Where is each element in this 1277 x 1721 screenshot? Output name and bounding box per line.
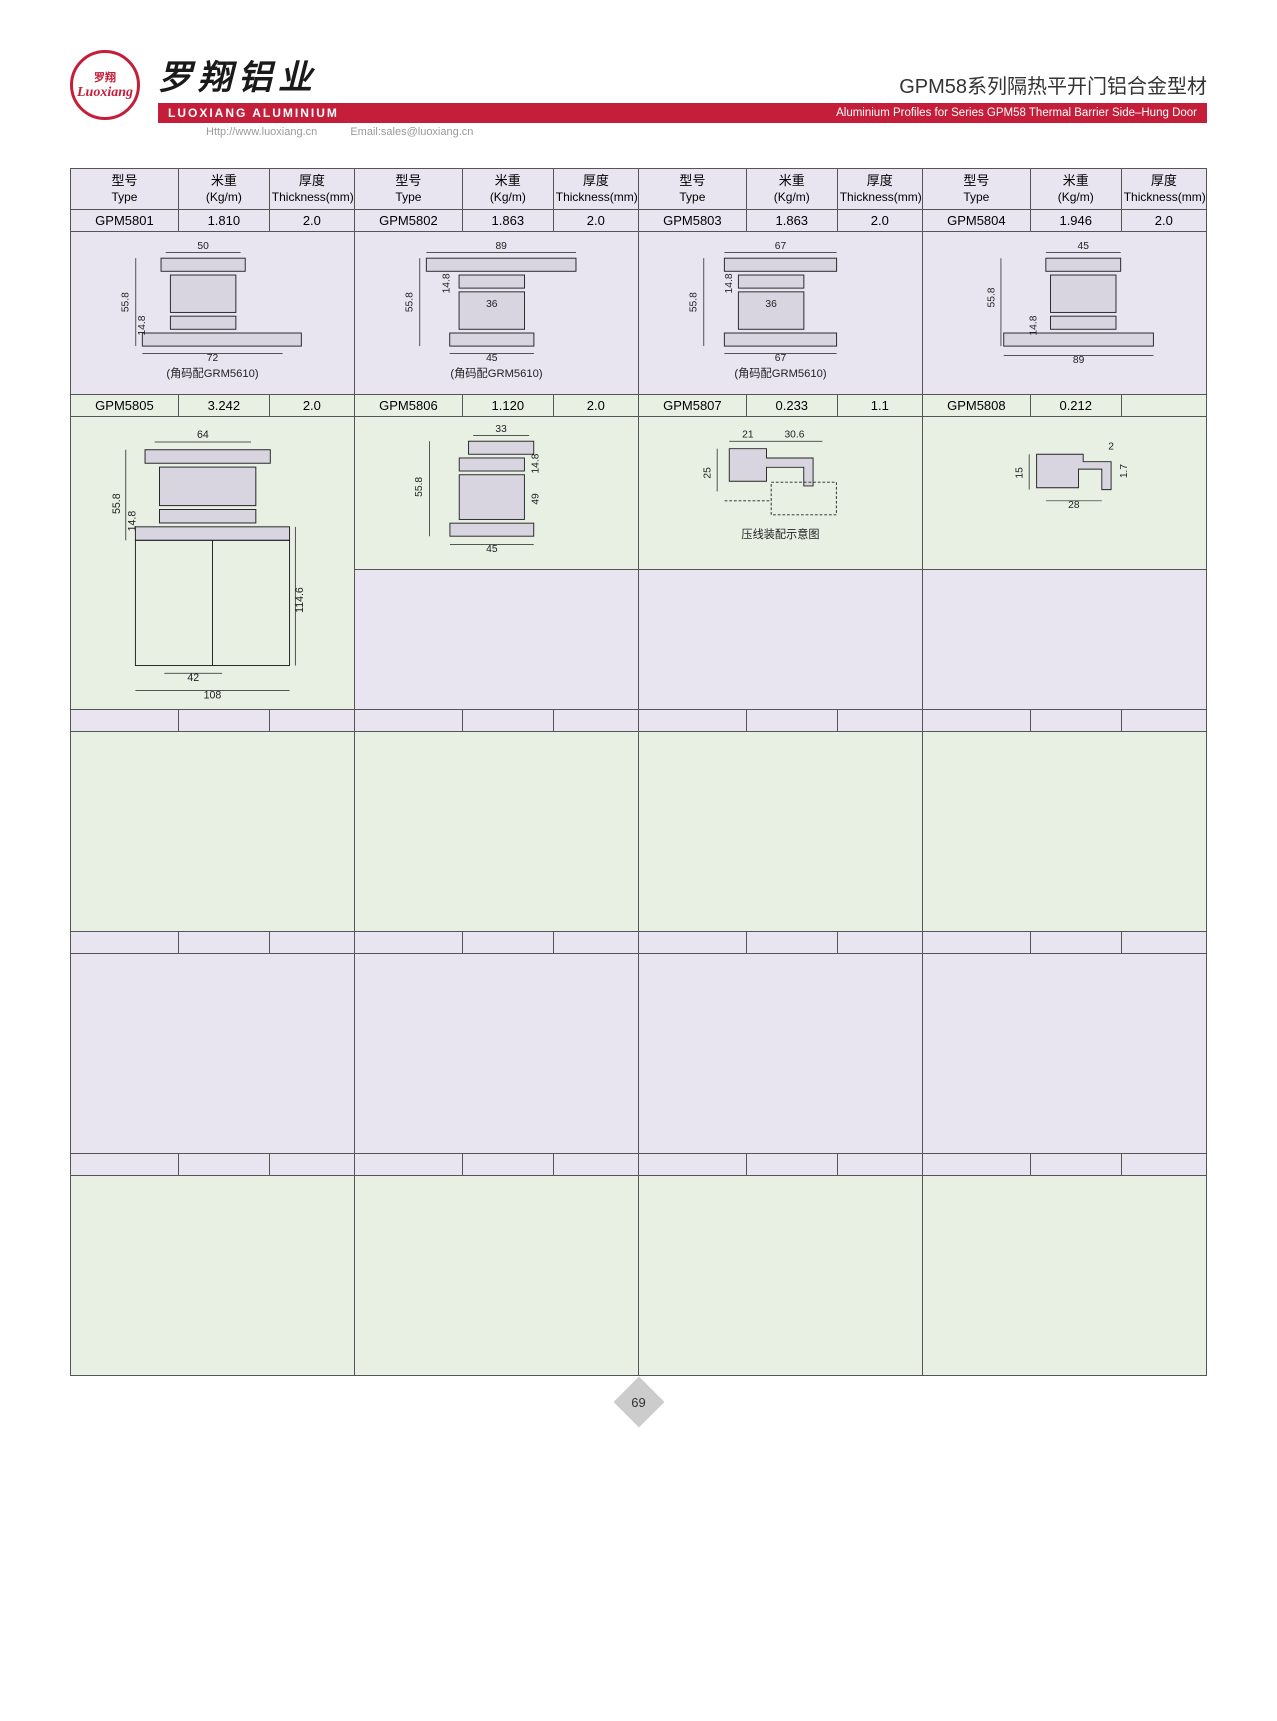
- empty-cell: [638, 732, 922, 932]
- page-header: 罗翔 Luoxiang 罗翔铝业 GPM58系列隔热平开门铝合金型材 LUOXI…: [70, 50, 1207, 138]
- empty-cell: [638, 1176, 922, 1376]
- svg-text:33: 33: [495, 424, 507, 435]
- spec-row-4: [71, 932, 1207, 954]
- svg-text:15: 15: [1015, 467, 1026, 479]
- diagram-row-1: 50 36 55.8 14.8 72 (角码配GRM5610): [71, 232, 1207, 395]
- empty-cell: [354, 732, 638, 932]
- svg-text:114.6: 114.6: [294, 588, 306, 614]
- contact-url: Http://www.luoxiang.cn: [206, 126, 317, 138]
- logo-seal: 罗翔 Luoxiang: [70, 50, 140, 120]
- brand-name-en: LUOXIANG ALUMINIUM: [168, 106, 339, 120]
- svg-text:72: 72: [207, 354, 219, 365]
- svg-text:30.6: 30.6: [784, 430, 804, 441]
- thick: 2.0: [269, 210, 354, 232]
- diagram-row-2a: 64 55.8 14.8 114.6 42: [71, 417, 1207, 570]
- svg-text:36: 36: [765, 299, 777, 310]
- svg-text:(角码配GRM5610): (角码配GRM5610): [166, 367, 259, 380]
- svg-text:21: 21: [742, 430, 754, 441]
- diagram-row-3: [71, 732, 1207, 932]
- brand-name-cn: 罗翔铝业: [158, 50, 318, 99]
- empty-cell: [638, 570, 922, 710]
- diagram-row-5: [71, 1176, 1207, 1376]
- diagram-gpm5807: 21 30.6 25 压线装配示意图: [638, 417, 922, 570]
- series-title-cn: GPM58系列隔热平开门铝合金型材: [899, 70, 1207, 99]
- red-title-bar: LUOXIANG ALUMINIUM Aluminium Profiles fo…: [158, 103, 1207, 123]
- col-type: 型号Type: [71, 169, 179, 210]
- svg-text:45: 45: [486, 354, 498, 365]
- svg-text:14.8: 14.8: [724, 274, 735, 294]
- logo-seal-en: Luoxiang: [77, 85, 133, 101]
- diagram-gpm5802: 89 14.8 55.8 36 45 (角码配GRM5610): [354, 232, 638, 395]
- svg-text:(角码配GRM5610): (角码配GRM5610): [734, 367, 827, 380]
- svg-text:50: 50: [197, 241, 209, 252]
- svg-text:45: 45: [486, 545, 498, 556]
- empty-cell: [71, 732, 355, 932]
- weight: 1.810: [178, 210, 269, 232]
- page-number-wrap: 69: [70, 1384, 1207, 1425]
- svg-text:25: 25: [703, 467, 714, 479]
- page-number: 69: [621, 1384, 657, 1420]
- empty-cell: [922, 954, 1206, 1154]
- svg-text:(角码配GRM5610): (角码配GRM5610): [450, 367, 543, 380]
- type: GPM5801: [71, 210, 179, 232]
- header-row: 型号Type 米重(Kg/m) 厚度Thickness(mm) 型号Type 米…: [71, 169, 1207, 210]
- diagram-row-4: [71, 954, 1207, 1154]
- svg-text:28: 28: [1068, 501, 1080, 512]
- empty-cell: [354, 570, 638, 710]
- svg-text:14.8: 14.8: [137, 316, 148, 336]
- empty-cell: [354, 954, 638, 1154]
- svg-text:55.8: 55.8: [414, 477, 425, 497]
- spec-row-3: [71, 710, 1207, 732]
- diagram-gpm5803: 67 14.8 55.8 36 67 (角码配GRM5610): [638, 232, 922, 395]
- svg-text:14.8: 14.8: [442, 274, 453, 294]
- spec-row-1: GPM5801 1.810 2.0 GPM5802 1.863 2.0 GPM5…: [71, 210, 1207, 232]
- empty-cell: [922, 570, 1206, 710]
- empty-cell: [638, 954, 922, 1154]
- svg-text:55.8: 55.8: [688, 292, 699, 312]
- series-title-en: Aluminium Profiles for Series GPM58 Ther…: [836, 107, 1197, 119]
- diagram-gpm5806: 33 55.8 14.8 49 45: [354, 417, 638, 570]
- svg-text:1.7: 1.7: [1119, 464, 1130, 479]
- svg-text:55.8: 55.8: [111, 494, 123, 515]
- empty-cell: [71, 954, 355, 1154]
- contact-line: Http://www.luoxiang.cn Email:sales@luoxi…: [158, 126, 1207, 138]
- svg-text:14.8: 14.8: [1028, 316, 1039, 336]
- svg-text:49: 49: [530, 493, 541, 505]
- svg-text:14.8: 14.8: [126, 511, 138, 532]
- svg-text:108: 108: [204, 690, 222, 702]
- diagram-gpm5805: 64 55.8 14.8 114.6 42: [71, 417, 355, 710]
- svg-text:36: 36: [486, 299, 498, 310]
- col-weight: 米重(Kg/m): [178, 169, 269, 210]
- svg-text:45: 45: [1077, 241, 1089, 252]
- svg-text:55.8: 55.8: [120, 292, 131, 312]
- logo-seal-cn: 罗翔: [94, 69, 116, 85]
- svg-text:67: 67: [775, 354, 787, 365]
- svg-text:55.8: 55.8: [404, 292, 415, 312]
- svg-text:55.8: 55.8: [986, 288, 997, 308]
- empty-cell: [354, 1176, 638, 1376]
- empty-cell: [922, 1176, 1206, 1376]
- empty-cell: [922, 732, 1206, 932]
- spec-row-2: GPM5805 3.242 2.0 GPM5806 1.120 2.0 GPM5…: [71, 395, 1207, 417]
- page-number-diamond: 69: [621, 1384, 657, 1420]
- svg-text:89: 89: [1073, 355, 1085, 366]
- col-thick: 厚度Thickness(mm): [269, 169, 354, 210]
- diagram-gpm5808: 2 15 1.7 28: [922, 417, 1206, 570]
- diagram-gpm5804: 45 55.8 14.8 89: [922, 232, 1206, 395]
- svg-text:67: 67: [775, 241, 787, 252]
- svg-text:64: 64: [197, 430, 209, 442]
- svg-text:14.8: 14.8: [530, 454, 541, 474]
- spec-row-5: [71, 1154, 1207, 1176]
- svg-text:42: 42: [187, 672, 199, 684]
- svg-text:2: 2: [1108, 442, 1114, 453]
- empty-cell: [71, 1176, 355, 1376]
- svg-text:压线装配示意图: 压线装配示意图: [741, 528, 819, 542]
- svg-text:89: 89: [495, 241, 507, 252]
- contact-email: Email:sales@luoxiang.cn: [350, 126, 473, 138]
- diagram-gpm5801: 50 36 55.8 14.8 72 (角码配GRM5610): [71, 232, 355, 395]
- profile-catalog-table: 型号Type 米重(Kg/m) 厚度Thickness(mm) 型号Type 米…: [70, 168, 1207, 1376]
